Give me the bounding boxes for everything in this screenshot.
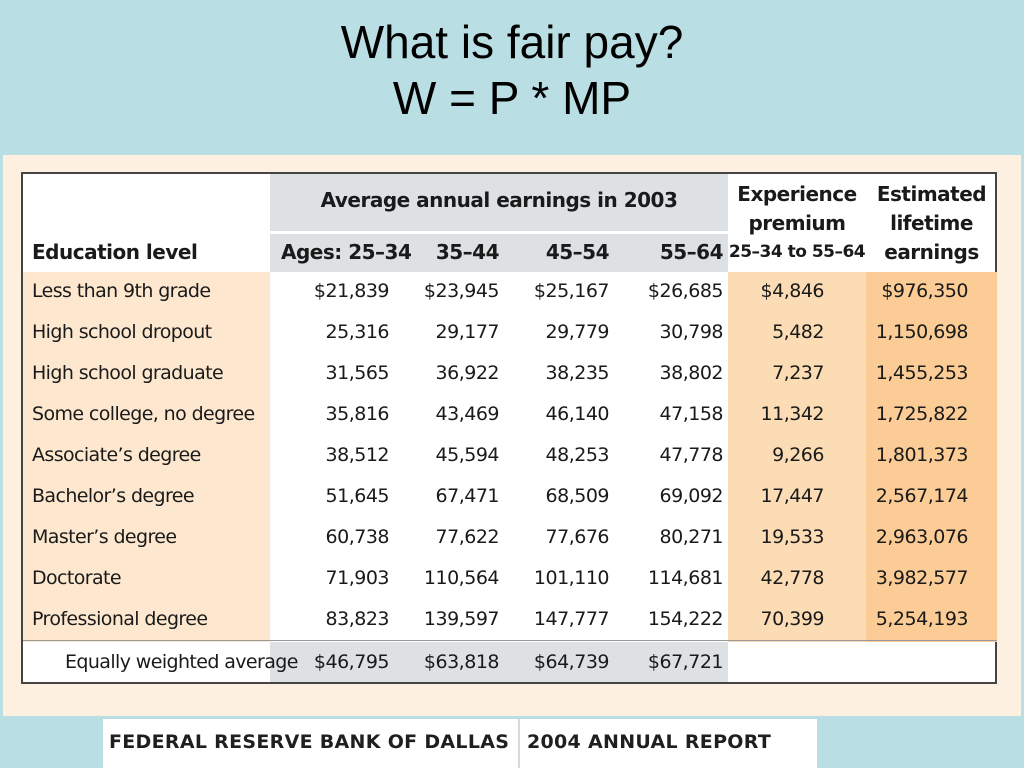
slide-title-line1: What is fair pay? <box>340 16 684 68</box>
footer-report: 2004 ANNUAL REPORT <box>527 731 772 753</box>
row-premium: 17,447 <box>760 485 825 507</box>
row-value: 67,471 <box>435 485 500 507</box>
row-label: High school dropout <box>32 321 212 343</box>
row-value: 83,823 <box>325 608 390 630</box>
row-value: 43,469 <box>435 403 500 425</box>
row-lifetime: 2,963,076 <box>875 526 969 548</box>
slide-title-line2: W = P * MP <box>392 72 632 124</box>
average-value-25-34: $46,795 <box>313 651 390 673</box>
row-value: 45,594 <box>435 444 500 466</box>
average-row-label: Equally weighted average <box>65 651 298 673</box>
row-value: 48,253 <box>545 444 610 466</box>
row-label: Associate’s degree <box>32 444 201 466</box>
row-premium: 70,399 <box>760 608 825 630</box>
row-value: 47,778 <box>659 444 724 466</box>
education-level-header: Education level <box>32 240 198 264</box>
row-lifetime: 1,725,822 <box>875 403 969 425</box>
row-lifetime: 1,455,253 <box>875 362 969 384</box>
row-value: 25,316 <box>325 321 390 343</box>
row-value: 77,676 <box>545 526 610 548</box>
row-value: 110,564 <box>423 567 500 589</box>
row-value: $21,839 <box>313 280 390 302</box>
row-value: 47,158 <box>659 403 724 425</box>
row-label: Doctorate <box>32 567 122 589</box>
lifetime-earnings-header: Estimated lifetime earnings <box>876 182 987 264</box>
col-header-45-54: 45–54 <box>545 240 610 264</box>
row-lifetime: 2,567,174 <box>875 485 969 507</box>
header-divider <box>270 231 728 234</box>
row-lifetime: $976,350 <box>881 280 968 302</box>
average-row-separator <box>23 640 997 641</box>
row-value: 38,235 <box>545 362 610 384</box>
row-value: 38,802 <box>659 362 724 384</box>
row-value: $26,685 <box>647 280 724 302</box>
row-value: 46,140 <box>545 403 610 425</box>
col-header-25-34: Ages: 25–34 <box>281 240 412 264</box>
average-value-35-44: $63,818 <box>423 651 500 673</box>
lifetime-column-bg <box>866 272 997 642</box>
row-value: 29,177 <box>435 321 500 343</box>
col-header-55-64: 55–64 <box>659 240 724 264</box>
row-value: 51,645 <box>325 485 390 507</box>
row-label: Bachelor’s degree <box>32 485 195 507</box>
row-value: 154,222 <box>647 608 724 630</box>
row-value: 30,798 <box>659 321 724 343</box>
row-premium: 7,237 <box>772 362 824 384</box>
earnings-table: Average annual earnings in 2003 Educatio… <box>21 172 997 684</box>
row-premium: 19,533 <box>760 526 825 548</box>
premium-column-bg <box>728 272 866 642</box>
row-value: 31,565 <box>325 362 390 384</box>
row-value: 35,816 <box>325 403 390 425</box>
row-premium: 11,342 <box>760 403 825 425</box>
row-value: 147,777 <box>533 608 610 630</box>
group-header: Average annual earnings in 2003 <box>320 188 678 212</box>
col-header-35-44: 35–44 <box>435 240 500 264</box>
row-value: 36,922 <box>435 362 500 384</box>
average-value-45-54: $64,739 <box>533 651 610 673</box>
row-premium: $4,846 <box>760 280 825 302</box>
row-value: $25,167 <box>533 280 610 302</box>
row-value: 29,779 <box>545 321 610 343</box>
footer-separator <box>518 719 520 768</box>
row-lifetime: 3,982,577 <box>875 567 969 589</box>
row-premium: 42,778 <box>760 567 825 589</box>
row-value: 77,622 <box>435 526 500 548</box>
slide-title: What is fair pay? W = P * MP <box>0 14 1024 126</box>
row-label: Master’s degree <box>32 526 177 548</box>
row-lifetime: 1,801,373 <box>875 444 969 466</box>
row-value: 80,271 <box>659 526 724 548</box>
footer-banner: FEDERAL RESERVE BANK OF DALLAS 2004 ANNU… <box>103 719 817 768</box>
row-value: 60,738 <box>325 526 390 548</box>
row-value: 69,092 <box>659 485 724 507</box>
row-lifetime: 1,150,698 <box>875 321 969 343</box>
row-premium: 9,266 <box>772 444 824 466</box>
row-value: 71,903 <box>325 567 390 589</box>
row-lifetime: 5,254,193 <box>875 608 969 630</box>
footer-publisher: FEDERAL RESERVE BANK OF DALLAS <box>109 731 510 753</box>
row-value: 68,509 <box>545 485 610 507</box>
row-label: Less than 9th grade <box>32 280 211 302</box>
group-header-bg <box>270 174 728 272</box>
row-premium: 5,482 <box>772 321 824 343</box>
average-value-55-64: $67,721 <box>647 651 724 673</box>
row-label: Some college, no degree <box>32 403 255 425</box>
row-label: Professional degree <box>32 608 208 630</box>
row-value: 114,681 <box>647 567 724 589</box>
experience-premium-header: Experience premium 25–34 to 55–64 <box>728 182 866 262</box>
row-value: 139,597 <box>423 608 500 630</box>
row-value: $23,945 <box>423 280 500 302</box>
row-value: 38,512 <box>325 444 390 466</box>
label-column-bg <box>23 272 270 642</box>
average-row-bg <box>270 642 728 682</box>
row-label: High school graduate <box>32 362 224 384</box>
row-value: 101,110 <box>533 567 610 589</box>
